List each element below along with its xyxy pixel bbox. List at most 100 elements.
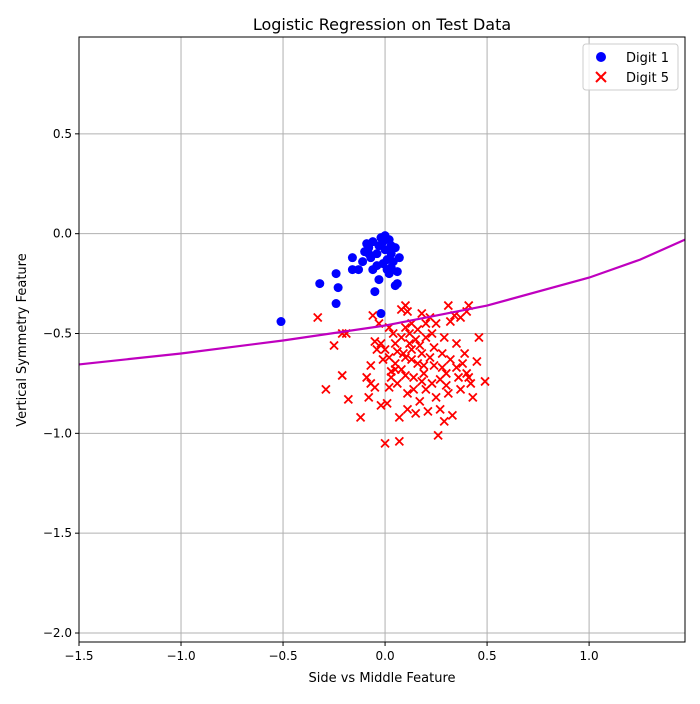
point-digit-5 [435,404,445,415]
point-digit-5 [380,344,390,355]
point-digit-5 [364,392,374,403]
point-digit-5 [402,388,413,399]
point-digit-5 [413,358,423,369]
point-digit-5 [378,354,388,365]
point-digit-5 [445,316,455,327]
point-digit-1 [386,263,396,273]
grid [78,37,685,642]
point-digit-5 [337,370,347,381]
y-tick-label: −1.5 [43,526,72,540]
point-digit-5 [443,300,453,311]
point-digit-5 [368,310,378,321]
point-digit-5 [417,376,427,387]
point-digit-5 [468,392,478,403]
point-digit-1 [354,265,364,275]
point-digit-5 [388,328,398,339]
x-tick-label: −0.5 [268,649,297,663]
chart-title: Logistic Regression on Test Data [253,15,511,34]
point-digit-5 [462,368,472,379]
point-digit-5 [400,370,411,381]
point-digit-1 [347,253,357,263]
point-digit-5 [441,368,451,379]
point-digit-5 [362,372,372,383]
point-digit-5 [421,318,431,329]
point-digit-5 [466,378,476,389]
point-digit-5 [394,436,404,446]
point-digit-5 [392,346,402,357]
axes-frame [78,36,686,643]
point-digit-1 [364,249,374,259]
point-digit-5 [427,378,437,389]
point-digit-5 [480,376,490,387]
point-digit-5 [421,332,431,343]
point-digit-5 [413,324,423,335]
point-digit-1 [315,279,325,289]
x-tick-label: −1.0 [166,649,195,663]
point-digit-5 [313,312,323,323]
point-digit-1 [374,275,384,285]
point-digit-5 [472,356,482,367]
y-tick-label: 0.5 [53,127,72,141]
point-digit-5 [384,382,394,393]
point-digit-5 [439,416,449,427]
point-digit-5 [437,348,447,359]
point-digit-5 [392,378,402,389]
point-digit-5 [366,360,376,371]
legend-label-digit-5: Digit 5 [626,71,669,86]
point-digit-5 [474,332,484,343]
point-digit-5 [411,334,421,345]
point-digit-5 [400,300,411,311]
point-digit-5 [443,388,453,399]
y-tick-label: 0.0 [53,227,72,241]
point-digit-5 [419,360,429,371]
point-digit-5 [376,338,386,349]
point-digit-5 [423,406,433,417]
x-tick-label: 0.5 [478,649,497,663]
point-digit-5 [343,394,353,405]
point-digit-5 [400,352,411,363]
point-digit-5 [396,364,407,375]
point-digit-5 [431,318,441,329]
point-digit-1 [333,283,343,293]
point-digit-5 [447,410,458,421]
y-tick-label: −2.0 [43,626,72,640]
point-digit-5 [411,408,421,419]
point-digit-5 [400,322,411,333]
point-digit-5 [445,354,455,365]
point-digit-1 [390,243,400,253]
point-digit-5 [396,332,407,343]
point-digit-1 [358,257,368,267]
x-tick-label: 1.0 [580,649,599,663]
point-digit-5 [429,360,439,371]
y-tick-label: −1.0 [43,426,72,440]
point-digit-5 [425,352,435,363]
x-tick-label: −1.5 [64,649,93,663]
point-digit-5 [408,372,419,383]
point-digit-5 [417,348,427,359]
point-digit-1 [378,259,388,269]
point-digit-5 [455,384,466,395]
point-digit-1 [370,287,380,297]
point-digit-5 [419,368,429,379]
point-digit-5 [404,338,415,349]
ticks: −1.5 −1.0 −0.5 0.0 0.5 1.0 0.5 0.0 −0.5 −1.0 −1.5 −… [43,127,599,663]
point-digit-5 [453,372,464,383]
point-digit-1 [331,269,341,279]
point-digit-5 [402,306,413,317]
y-tick-label: −0.5 [43,327,72,341]
legend-label-digit-1: Digit 1 [626,51,669,66]
point-digit-5 [441,380,451,391]
point-digit-5 [451,362,462,373]
point-digit-1 [394,253,404,263]
point-digit-1 [376,309,386,319]
x-tick-label: 0.0 [376,649,395,663]
point-digit-5 [415,396,425,407]
decision-boundary-line [78,238,686,366]
point-digit-5 [394,412,404,423]
point-digit-5 [329,340,339,351]
point-digit-5 [380,438,390,448]
legend: Digit 1 Digit 5 [582,43,679,91]
point-digit-5 [406,344,417,355]
point-digit-5 [459,348,470,359]
